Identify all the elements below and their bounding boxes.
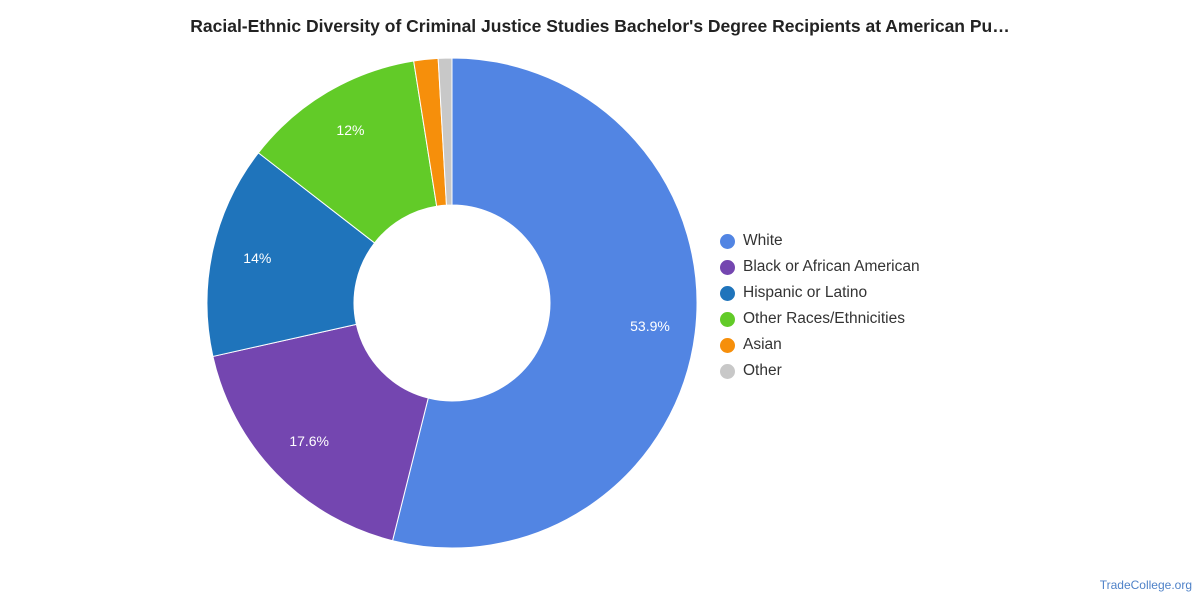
data-label-white: 53.9%: [630, 318, 670, 334]
slice-black-or-african-american[interactable]: [212, 323, 429, 542]
legend-label-other: Other: [743, 362, 782, 379]
legend-swatch-hispanic-or-latino: [720, 285, 735, 301]
legend-swatch-other: [720, 363, 735, 379]
source-link[interactable]: TradeCollege.org: [1099, 578, 1192, 592]
legend-label-asian: Asian: [743, 336, 782, 353]
legend-label-black-or-african-american: Black or African American: [743, 258, 920, 275]
slice-white[interactable]: [391, 57, 698, 549]
legend-label-hispanic-or-latino: Hispanic or Latino: [743, 284, 868, 301]
legend-swatch-white: [720, 233, 735, 249]
data-label-other-races-ethnicities: 12%: [336, 122, 364, 138]
legend-item-black-or-african-american[interactable]: Black or African American: [720, 254, 920, 280]
legend-swatch-asian: [720, 337, 735, 353]
slice-other-races-ethnicities[interactable]: [257, 60, 438, 244]
slice-hispanic-or-latino[interactable]: [206, 152, 376, 358]
legend-item-other[interactable]: Other: [720, 358, 920, 384]
chart-title: Racial-Ethnic Diversity of Criminal Just…: [190, 16, 1010, 36]
legend-item-other-races-ethnicities[interactable]: Other Races/Ethnicities: [720, 306, 920, 332]
legend-item-white[interactable]: White: [720, 228, 920, 254]
legend-item-asian[interactable]: Asian: [720, 332, 920, 358]
legend-item-hispanic-or-latino[interactable]: Hispanic or Latino: [720, 280, 920, 306]
data-label-hispanic-or-latino: 14%: [243, 250, 271, 266]
data-label-black-or-african-american: 17.6%: [289, 433, 329, 449]
slice-other[interactable]: [437, 57, 453, 206]
legend-label-other-races-ethnicities: Other Races/Ethnicities: [743, 310, 905, 327]
legend-swatch-other-races-ethnicities: [720, 311, 735, 327]
legend: White Black or African American Hispanic…: [720, 228, 920, 384]
legend-swatch-black-or-african-american: [720, 259, 735, 275]
legend-label-white: White: [743, 232, 783, 249]
